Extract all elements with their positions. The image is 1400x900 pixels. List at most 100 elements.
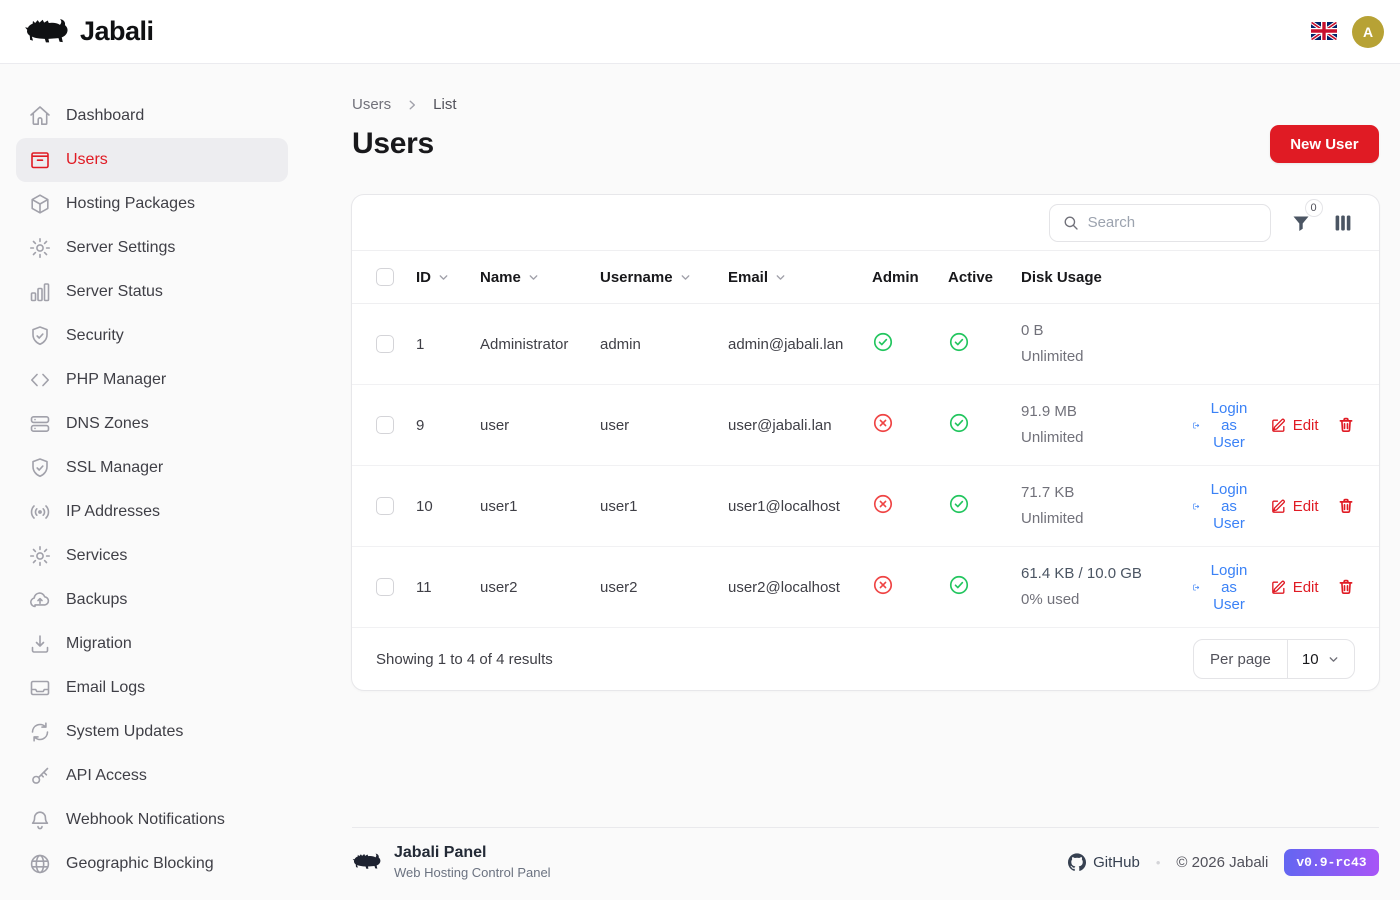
delete-button[interactable] (1337, 497, 1355, 515)
column-header-name[interactable]: Name (480, 269, 600, 286)
delete-button[interactable] (1337, 416, 1355, 434)
sidebar-item-webhook-notifications[interactable]: Webhook Notifications (16, 798, 288, 842)
per-page-select[interactable]: 10 (1288, 640, 1354, 678)
server-stack-icon (28, 412, 52, 436)
edit-icon (1270, 579, 1287, 596)
per-page-label: Per page (1194, 640, 1288, 678)
cell-name: user2 (480, 578, 518, 596)
login-as-user-button[interactable]: Login as User (1192, 400, 1252, 451)
brand[interactable]: Jabali (24, 15, 154, 49)
edit-button[interactable]: Edit (1270, 417, 1319, 434)
admin-no-icon (872, 412, 894, 434)
admin-no-icon (872, 574, 894, 596)
active-yes-icon (948, 412, 970, 434)
cell-disk-usage: 91.9 MB Unlimited (1021, 403, 1084, 446)
breadcrumb-users[interactable]: Users (352, 96, 392, 113)
sidebar-item-dns-zones[interactable]: DNS Zones (16, 402, 288, 446)
breadcrumb-list: List (433, 96, 457, 113)
table-row: 9 user user user@jabali.lan 91.9 MB Unlim… (352, 385, 1379, 466)
column-header-id[interactable]: ID (416, 269, 480, 286)
login-as-user-button[interactable]: Login as User (1192, 481, 1252, 532)
filter-count-badge: 0 (1304, 198, 1323, 217)
sidebar-item-email-logs[interactable]: Email Logs (16, 666, 288, 710)
sidebar-item-label: PHP Manager (66, 371, 167, 388)
page-title: Users (352, 127, 434, 160)
language-selector[interactable] (1310, 22, 1338, 42)
edit-icon (1270, 417, 1287, 434)
filter-button[interactable]: 0 (1289, 198, 1323, 235)
edit-button[interactable]: Edit (1270, 498, 1319, 515)
sidebar-item-ip-addresses[interactable]: IP Addresses (16, 490, 288, 534)
new-user-button[interactable]: New User (1270, 125, 1379, 163)
github-link[interactable]: GitHub (1068, 853, 1140, 871)
table-row: 10 user1 user1 user1@localhost 71.7 KB Un… (352, 466, 1379, 547)
sidebar-item-dashboard[interactable]: Dashboard (16, 94, 288, 138)
cell-username: user (600, 416, 630, 434)
cell-disk-usage: 61.4 KB / 10.0 GB 0% used (1021, 565, 1142, 608)
search-input[interactable] (1087, 214, 1258, 231)
sidebar: Dashboard Users Hosting Packages Server … (0, 64, 304, 900)
trash-icon (1337, 497, 1355, 515)
chevron-right-icon (405, 98, 419, 112)
row-checkbox[interactable] (376, 578, 394, 596)
sidebar-item-security[interactable]: Security (16, 314, 288, 358)
download-icon (28, 632, 52, 656)
brand-name: Jabali (80, 16, 154, 46)
toggle-columns-button[interactable] (1331, 211, 1355, 235)
sidebar-item-ssl-manager[interactable]: SSL Manager (16, 446, 288, 490)
sidebar-item-server-settings[interactable]: Server Settings (16, 226, 288, 270)
columns-icon (1333, 213, 1353, 233)
users-tray-icon (28, 148, 52, 172)
per-page-control: Per page 10 (1192, 639, 1355, 679)
row-checkbox[interactable] (376, 497, 394, 515)
gear-icon (28, 544, 52, 568)
globe-icon (28, 852, 52, 876)
active-yes-icon (948, 493, 970, 515)
table-pagination: Showing 1 to 4 of 4 results Per page 10 (352, 628, 1379, 690)
sidebar-item-label: Geographic Blocking (66, 855, 214, 872)
sidebar-item-label: Dashboard (66, 107, 145, 124)
cell-email: user1@localhost (728, 497, 840, 515)
chevron-down-icon (679, 271, 692, 284)
select-all-checkbox[interactable] (376, 268, 394, 286)
sidebar-item-users[interactable]: Users (16, 138, 288, 182)
table-row: 1 Administrator admin admin@jabali.lan 0… (352, 304, 1379, 385)
sidebar-item-label: Security (66, 327, 124, 344)
cell-username: user1 (600, 497, 638, 515)
column-header-email[interactable]: Email (728, 269, 872, 286)
admin-no-icon (872, 493, 894, 515)
row-checkbox[interactable] (376, 335, 394, 353)
cell-email: user@jabali.lan (728, 416, 832, 434)
sidebar-item-server-status[interactable]: Server Status (16, 270, 288, 314)
sidebar-item-backups[interactable]: Backups (16, 578, 288, 622)
table-header-row: ID Name Username Email Admin Active Disk… (352, 251, 1379, 304)
avatar[interactable]: A (1352, 15, 1384, 48)
inbox-icon (28, 676, 52, 700)
row-checkbox[interactable] (376, 416, 394, 434)
sidebar-item-migration[interactable]: Migration (16, 622, 288, 666)
cube-icon (28, 192, 52, 216)
gear-icon (28, 236, 52, 260)
edit-button[interactable]: Edit (1270, 579, 1319, 596)
sidebar-item-label: IP Addresses (66, 503, 160, 520)
search-box (1048, 203, 1271, 242)
sidebar-item-api-access[interactable]: API Access (16, 754, 288, 798)
refresh-icon (28, 720, 52, 744)
sidebar-item-label: Email Logs (66, 679, 146, 696)
bell-icon (28, 808, 52, 832)
sidebar-item-system-updates[interactable]: System Updates (16, 710, 288, 754)
sidebar-item-services[interactable]: Services (16, 534, 288, 578)
column-header-username[interactable]: Username (600, 269, 728, 286)
sidebar-item-geographic-blocking[interactable]: Geographic Blocking (16, 842, 288, 886)
column-header-disk-usage: Disk Usage (1021, 268, 1102, 286)
login-as-user-button[interactable]: Login as User (1192, 562, 1252, 613)
delete-button[interactable] (1337, 578, 1355, 596)
sidebar-item-label: Server Settings (66, 239, 176, 256)
result-summary: Showing 1 to 4 of 4 results (376, 650, 553, 668)
sidebar-item-label: Webhook Notifications (66, 811, 225, 828)
footer-separator: • (1155, 854, 1161, 870)
sidebar-item-hosting-packages[interactable]: Hosting Packages (16, 182, 288, 226)
column-header-active: Active (948, 268, 994, 286)
sidebar-item-label: Hosting Packages (66, 195, 195, 212)
sidebar-item-php-manager[interactable]: PHP Manager (16, 358, 288, 402)
